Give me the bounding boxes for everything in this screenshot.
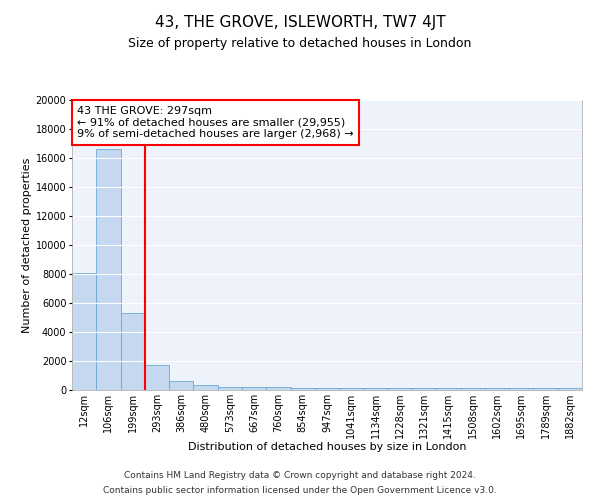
Text: 43 THE GROVE: 297sqm
← 91% of detached houses are smaller (29,955)
9% of semi-de: 43 THE GROVE: 297sqm ← 91% of detached h… <box>77 106 354 139</box>
Bar <box>121 313 145 390</box>
Text: 43, THE GROVE, ISLEWORTH, TW7 4JT: 43, THE GROVE, ISLEWORTH, TW7 4JT <box>155 15 445 30</box>
X-axis label: Distribution of detached houses by size in London: Distribution of detached houses by size … <box>188 442 466 452</box>
Text: Contains HM Land Registry data © Crown copyright and database right 2024.: Contains HM Land Registry data © Crown c… <box>124 471 476 480</box>
Bar <box>436 388 461 390</box>
Bar <box>558 388 582 390</box>
Bar <box>72 272 96 390</box>
Text: Contains public sector information licensed under the Open Government Licence v3: Contains public sector information licen… <box>103 486 497 495</box>
Text: Size of property relative to detached houses in London: Size of property relative to detached ho… <box>128 38 472 51</box>
Y-axis label: Number of detached properties: Number of detached properties <box>22 158 32 332</box>
Bar <box>339 388 364 390</box>
Bar <box>315 388 339 390</box>
Bar <box>290 388 315 390</box>
Bar <box>412 388 436 390</box>
Bar <box>533 388 558 390</box>
Bar <box>364 388 388 390</box>
Bar <box>169 380 193 390</box>
Bar <box>193 385 218 390</box>
Bar <box>461 388 485 390</box>
Bar <box>218 386 242 390</box>
Bar <box>96 150 121 390</box>
Bar <box>388 388 412 390</box>
Bar <box>242 386 266 390</box>
Bar <box>266 386 290 390</box>
Bar <box>485 388 509 390</box>
Bar <box>145 364 169 390</box>
Bar <box>509 388 533 390</box>
